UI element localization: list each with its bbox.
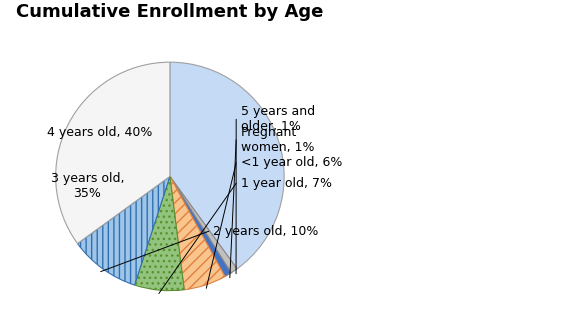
Text: 3 years old,
35%: 3 years old, 35%: [51, 172, 124, 200]
Text: Pregnant
women, 1%: Pregnant women, 1%: [241, 126, 314, 154]
Text: 5 years and
older, 1%: 5 years and older, 1%: [241, 105, 315, 133]
Text: 4 years old, 40%: 4 years old, 40%: [47, 126, 153, 139]
Wedge shape: [56, 62, 170, 244]
Text: <1 year old, 6%: <1 year old, 6%: [241, 156, 342, 169]
Wedge shape: [78, 176, 170, 285]
Text: 2 years old, 10%: 2 years old, 10%: [213, 225, 319, 238]
Wedge shape: [170, 176, 237, 273]
Wedge shape: [170, 62, 284, 269]
Title: Cumulative Enrollment by Age: Cumulative Enrollment by Age: [16, 3, 324, 21]
Wedge shape: [170, 176, 231, 277]
Wedge shape: [170, 176, 225, 290]
Wedge shape: [135, 176, 184, 291]
Text: 1 year old, 7%: 1 year old, 7%: [241, 177, 332, 190]
